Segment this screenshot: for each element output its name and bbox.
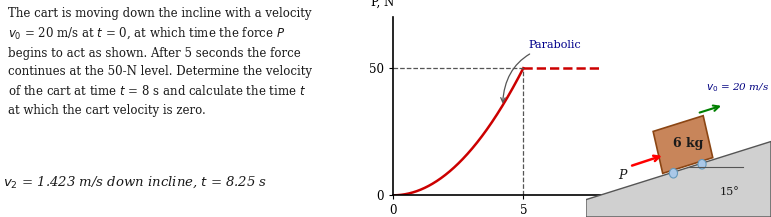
Text: The cart is moving down the incline with a velocity
$v_0$ = 20 m/s at $t$ = 0, a: The cart is moving down the incline with… [8,7,311,117]
Text: $v_0$ = 20 m/s: $v_0$ = 20 m/s [706,81,769,94]
Circle shape [669,168,678,178]
Circle shape [698,159,706,169]
Text: Parabolic: Parabolic [500,40,581,102]
Text: $t$, s: $t$, s [600,208,619,217]
Text: 6 kg: 6 kg [672,137,703,150]
Text: 15°: 15° [719,187,739,197]
Y-axis label: P, N: P, N [371,0,395,8]
Text: $v_2$ = 1.423 m/s down incline, $t$ = 8.25 s: $v_2$ = 1.423 m/s down incline, $t$ = 8.… [3,174,267,190]
Polygon shape [586,141,771,217]
Text: P: P [618,169,626,182]
Bar [653,116,712,173]
